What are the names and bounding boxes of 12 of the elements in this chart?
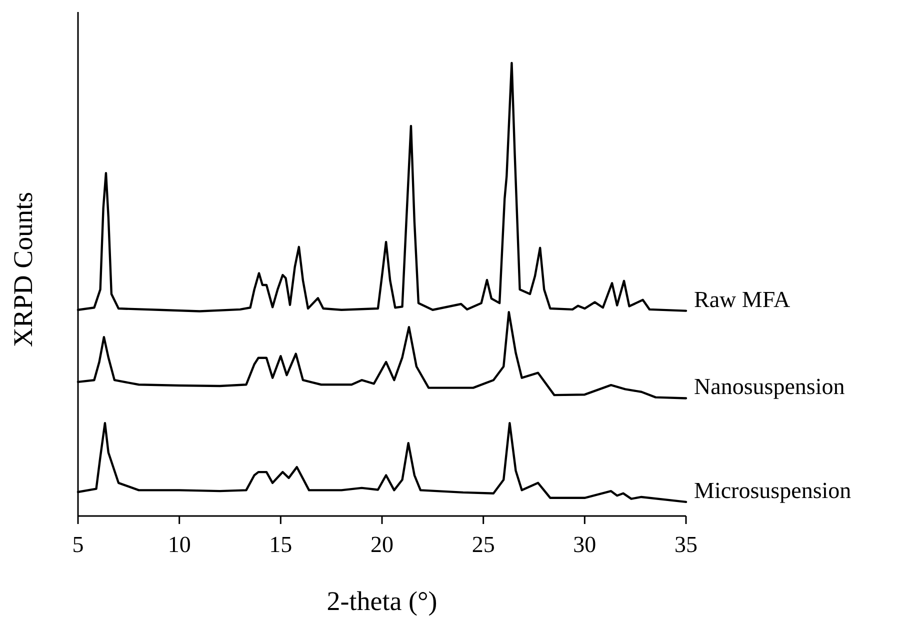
series-label: Microsuspension: [694, 478, 852, 503]
x-tick-label: 15: [269, 532, 292, 557]
x-tick-label: 5: [72, 532, 84, 557]
x-tick-label: 30: [573, 532, 596, 557]
series-label: Raw MFA: [694, 286, 790, 312]
series-label: Nanosuspension: [694, 374, 846, 400]
x-tick-label: 25: [472, 532, 495, 557]
x-axis-title: 2-theta (°): [326, 586, 438, 616]
x-tick-label: 20: [370, 532, 394, 557]
x-tick-label: 10: [168, 532, 191, 557]
y-axis-title: XRPD Counts: [8, 192, 38, 348]
x-tick-label: 35: [674, 532, 698, 557]
